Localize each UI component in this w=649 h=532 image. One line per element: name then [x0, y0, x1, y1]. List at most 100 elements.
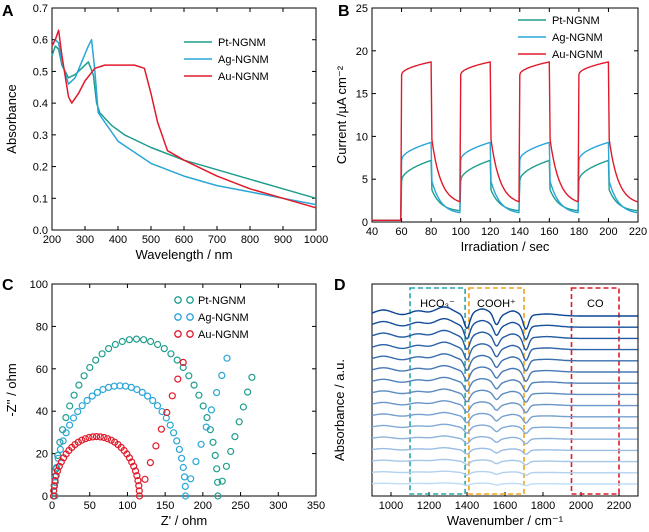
- y-tick-label: 0.1: [33, 193, 48, 205]
- data-point: [85, 433, 93, 442]
- data-point: [173, 356, 181, 364]
- data-point: [157, 425, 165, 433]
- y-tick-label: 20: [36, 449, 48, 461]
- y-tick-label: 0.7: [33, 3, 48, 15]
- y-axis-label: Absorbance: [4, 84, 19, 153]
- data-point: [178, 454, 186, 462]
- data-point: [118, 337, 126, 346]
- x-tick-label: 300: [269, 500, 287, 512]
- spectrum-line: [372, 482, 638, 487]
- legend-marker: [186, 313, 194, 321]
- data-point: [59, 437, 67, 445]
- data-point: [125, 336, 133, 344]
- x-tick-label: 160: [540, 226, 558, 238]
- x-tick-label: 200: [43, 234, 61, 246]
- series-line-ag-ngnm: [51, 38, 317, 206]
- legend-marker: [174, 330, 182, 338]
- data-point: [104, 345, 113, 353]
- y-tick-label: 15: [356, 89, 368, 101]
- x-tick-label: 100: [118, 500, 136, 512]
- data-point: [154, 340, 162, 349]
- data-point: [89, 433, 97, 441]
- data-point: [187, 475, 195, 483]
- data-point: [133, 385, 141, 394]
- region-label: COOH⁺: [477, 298, 516, 310]
- data-point: [173, 437, 181, 445]
- series-line-au-ngnm: [51, 29, 317, 209]
- data-point: [168, 392, 176, 400]
- x-tick-label: 1000: [379, 500, 403, 512]
- data-point: [138, 388, 146, 396]
- x-axis-label: Wavelength / nm: [135, 247, 232, 262]
- legend-label: Au-NGNM: [218, 71, 269, 83]
- x-tick-label: 600: [175, 234, 193, 246]
- y-tick-label: 0.6: [33, 35, 48, 47]
- data-point: [175, 445, 183, 453]
- data-point: [103, 435, 112, 443]
- data-point: [98, 350, 106, 358]
- legend-label: Au-NGNM: [552, 49, 603, 61]
- panel-letter-d: D: [334, 277, 346, 294]
- data-point: [181, 492, 190, 500]
- plot-frame: [51, 283, 317, 497]
- data-point: [69, 414, 78, 422]
- data-point: [52, 472, 60, 480]
- data-point: [192, 458, 200, 466]
- y-axis-label: Current /µA cm⁻²: [334, 65, 349, 164]
- region-box: [409, 287, 466, 495]
- data-point: [244, 388, 252, 396]
- data-point: [141, 475, 149, 483]
- data-point: [223, 354, 231, 362]
- data-point: [131, 467, 140, 475]
- data-point: [185, 372, 193, 380]
- spectrum-line: [371, 470, 638, 476]
- data-point: [74, 438, 82, 446]
- y-tick-label: 0: [362, 217, 368, 229]
- x-tick-label: 50: [84, 500, 96, 512]
- data-point: [218, 371, 226, 379]
- spectrum-line: [371, 435, 638, 445]
- data-point: [130, 462, 138, 470]
- x-tick-label: 700: [208, 234, 226, 246]
- data-point: [134, 477, 142, 485]
- legend-label: Ag-NGNM: [218, 54, 269, 66]
- y-tick-label: 0.3: [33, 130, 48, 142]
- data-point: [170, 429, 178, 437]
- x-tick-label: 1000: [304, 234, 328, 246]
- x-tick-label: 0: [49, 500, 55, 512]
- data-point: [235, 418, 243, 426]
- data-point: [133, 472, 141, 480]
- region-box: [468, 287, 525, 495]
- y-tick-label: 10: [356, 131, 368, 143]
- spectrum-line: [371, 318, 638, 341]
- data-point: [209, 438, 217, 446]
- data-point: [197, 440, 205, 448]
- data-point: [56, 445, 65, 453]
- data-point: [53, 467, 62, 475]
- data-point: [160, 345, 168, 353]
- y-tick-label: 5: [362, 174, 368, 186]
- chart-c-nyquist: 0 50 100 150 200 250 300 350 0 20 40 60 80 100 Z' / oh…: [4, 279, 325, 528]
- legend-label: Pt-NGNM: [552, 15, 600, 27]
- y-tick-label: 0: [42, 491, 48, 503]
- spectrum-line: [371, 341, 638, 362]
- data-point: [211, 451, 219, 459]
- x-tick-label: 800: [241, 234, 259, 246]
- x-tick-label: 2200: [607, 500, 631, 512]
- data-point: [203, 414, 211, 422]
- data-point: [181, 482, 189, 490]
- x-axis-label: Z' / ohm: [161, 513, 208, 528]
- data-point: [51, 477, 59, 485]
- data-point: [104, 383, 113, 391]
- data-point: [49, 492, 58, 500]
- data-point: [153, 402, 162, 410]
- legend-label: Au-NGNM: [198, 329, 249, 341]
- y-tick-label: 80: [36, 321, 48, 333]
- y-tick-label: 60: [36, 364, 48, 376]
- x-tick-label: 60: [395, 226, 407, 238]
- data-point: [96, 433, 104, 441]
- data-point: [202, 423, 210, 431]
- x-tick-label: 40: [366, 226, 378, 238]
- y-tick-label: 0.2: [33, 162, 48, 174]
